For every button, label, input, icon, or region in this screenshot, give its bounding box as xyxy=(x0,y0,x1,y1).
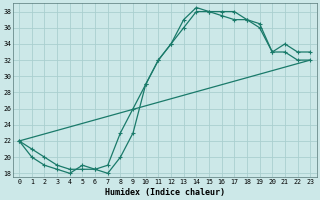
X-axis label: Humidex (Indice chaleur): Humidex (Indice chaleur) xyxy=(105,188,225,197)
